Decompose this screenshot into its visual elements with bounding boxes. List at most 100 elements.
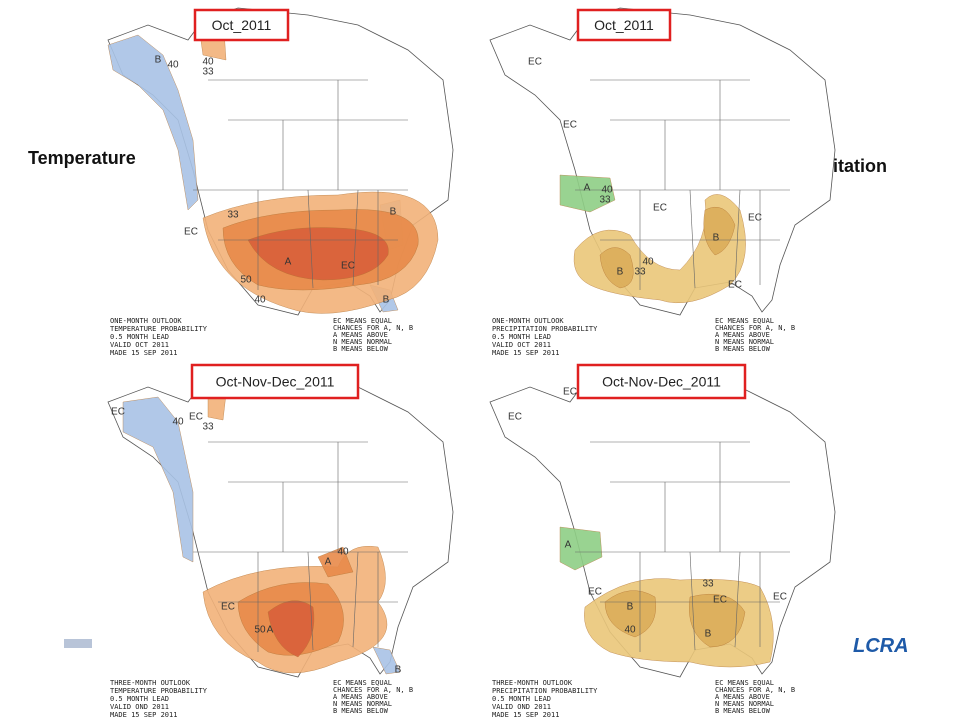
map-label: 33 [202,422,214,433]
map-label: EC [653,203,667,214]
caption-line: TEMPERATURE PROBABILITY [110,687,208,695]
map-label: EC [748,213,762,224]
map-label: 40 [624,625,636,636]
map-label: 50 [254,625,266,636]
legend-line: B MEANS BELOW [333,707,389,715]
map-label: B [383,295,390,306]
map-label: EC [713,595,727,606]
map-label: 33 [227,210,239,221]
map-label: 33 [634,267,646,278]
map-label: B [617,267,624,278]
map-label: A [285,257,292,268]
border-line [689,189,696,289]
border-line [689,551,696,651]
probability-area [559,174,616,213]
border-line [307,551,314,651]
period-label: Oct_2011 [594,17,654,33]
logo: LCRA [853,635,909,657]
border-line [734,551,741,648]
caption-line: VALID OCT 2011 [110,341,169,349]
map-label: 33 [702,579,714,590]
caption-line: MADE 15 SEP 2011 [492,711,559,719]
map-label: A [565,540,572,551]
map-label: B [705,629,712,640]
map-panel: EC EC A EC B 40 B 33 EC EC THREE-MONTH OUTLOOKPREC… [489,369,836,719]
caption-line: ONE-MONTH OUTLOOK [110,317,182,325]
legend-line: EC MEANS EQUAL [333,317,392,325]
temperature-label: Temperature [28,148,136,168]
probability-area [703,206,736,256]
caption-line: 0.5 MONTH LEAD [110,695,169,703]
map-label: 33 [599,195,611,206]
map-label: EC [563,387,577,398]
map-label: 50 [240,275,252,286]
caption-line: THREE-MONTH OUTLOOK [110,679,191,687]
caption-line: PRECIPITATION PROBABILITY [492,687,598,695]
map-label: B [390,207,397,218]
caption-line: 0.5 MONTH LEAD [492,695,551,703]
caption-line: MADE 15 SEP 2011 [492,349,559,357]
map-label: 40 [202,57,214,68]
map-label: EC [588,587,602,598]
caption-line: VALID OND 2011 [110,703,169,711]
border-line [352,551,359,648]
map-label: A [267,625,274,636]
slide-bar [64,639,92,648]
probability-area [599,247,634,289]
period-box [576,363,747,400]
legend-line: EC MEANS EQUAL [333,679,392,687]
probability-area [267,600,315,658]
probability-area [247,227,389,281]
map-label: A [325,557,332,568]
border-line [352,189,359,286]
map-label: 33 [202,67,214,78]
legend-line: EC MEANS EQUAL [715,317,774,325]
map-label: EC [341,261,355,272]
caption-line: MADE 15 SEP 2011 [110,349,177,357]
map-label: EC [773,592,787,603]
probability-area [372,646,401,675]
probability-area [317,546,354,578]
legend-line: A MEANS ABOVE [333,331,388,339]
legend-line: B MEANS BELOW [333,345,389,353]
caption-line: ONE-MONTH OUTLOOK [492,317,564,325]
map-label: B [395,665,402,676]
legend-line: CHANCES FOR A, N, B [715,324,795,332]
legend-line: A MEANS ABOVE [715,693,770,701]
caption-line: THREE-MONTH OUTLOOK [492,679,573,687]
period-label: Oct_2011 [212,17,272,33]
legend-line: EC MEANS EQUAL [715,679,774,687]
map-label: EC [563,120,577,131]
map-label: 40 [337,547,349,558]
map-label: EC [508,412,522,423]
map-label: 40 [254,295,266,306]
map-label: EC [189,412,203,423]
caption-line: VALID OND 2011 [492,703,551,711]
period-box [576,8,672,42]
legend-line: B MEANS BELOW [715,707,771,715]
legend-line: N MEANS NORMAL [333,338,392,346]
map-label: A [584,183,591,194]
map-label: B [155,55,162,66]
caption-line: TEMPERATURE PROBABILITY [110,325,208,333]
map-label: 40 [642,257,654,268]
period-box [190,363,360,400]
legend-line: CHANCES FOR A, N, B [333,324,413,332]
caption-line: VALID OCT 2011 [492,341,551,349]
legend-line: CHANCES FOR A, N, B [715,686,795,694]
period-box [193,8,290,42]
caption-line: 0.5 MONTH LEAD [110,333,169,341]
map-label: EC [221,602,235,613]
probability-area [122,396,194,563]
map-label: 40 [601,185,613,196]
period-label: Oct-Nov-Dec_2011 [216,374,335,390]
map-label: EC [528,57,542,68]
map-label: 40 [167,60,179,71]
map-label: 40 [172,417,184,428]
map-label: B [627,602,634,613]
caption-line: PRECIPITATION PROBABILITY [492,325,598,333]
period-label: Oct-Nov-Dec_2011 [602,374,721,390]
